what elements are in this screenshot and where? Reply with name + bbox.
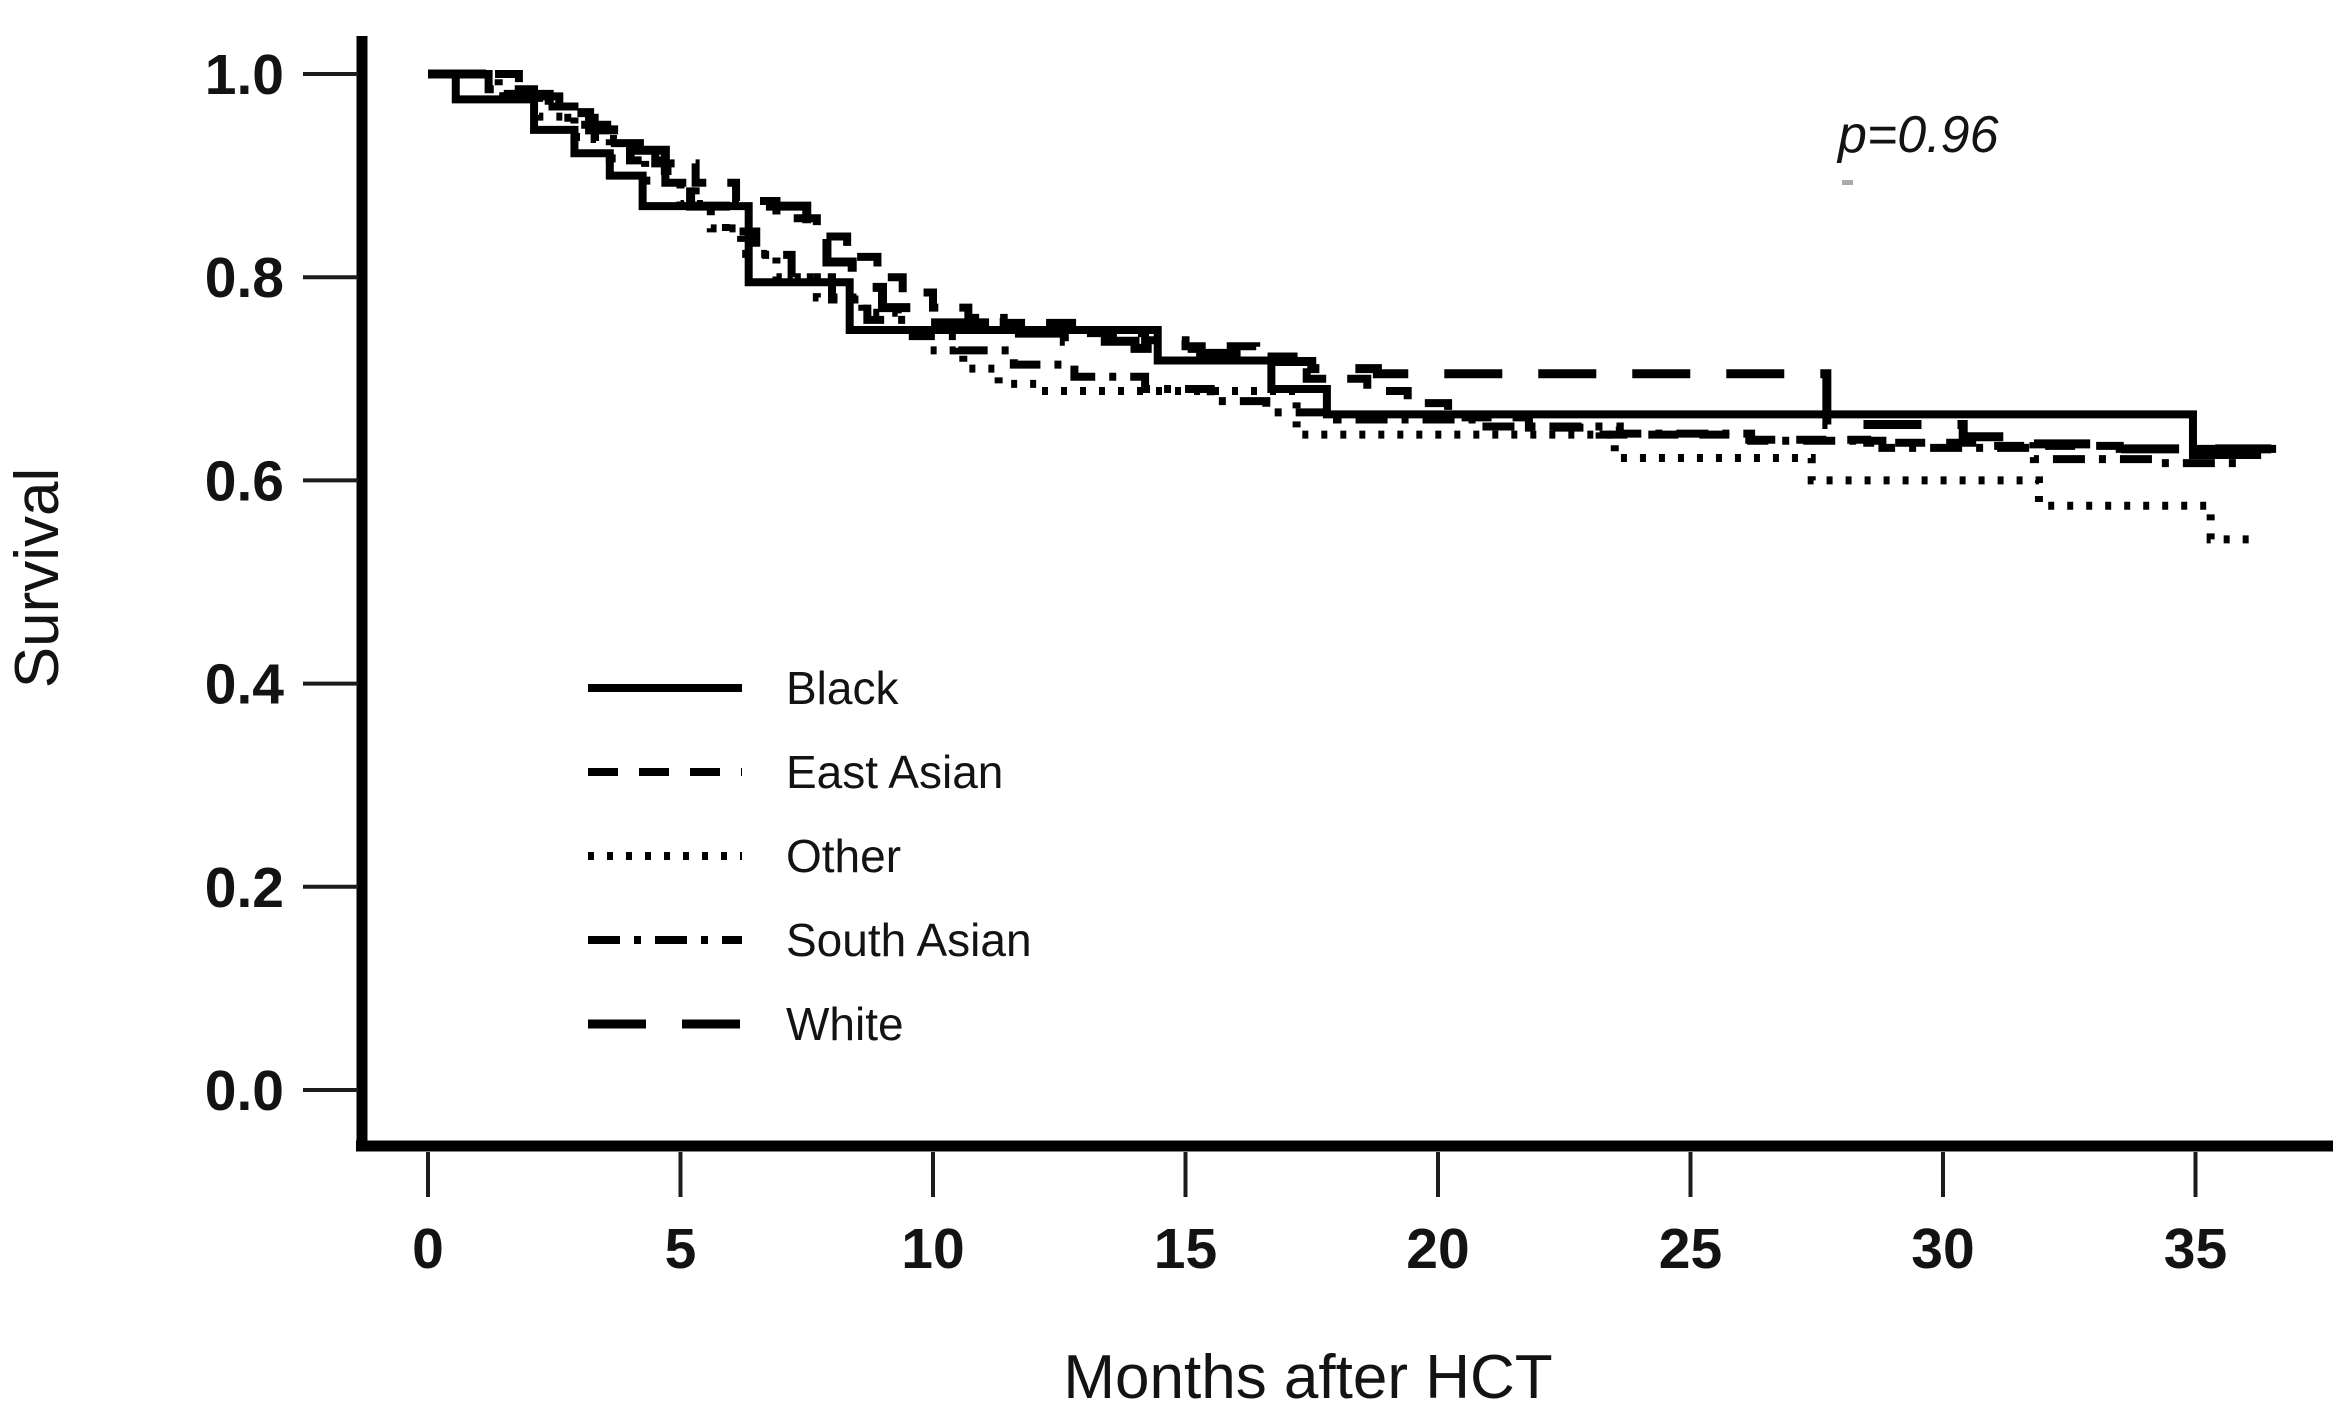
x-tick-label: 10: [901, 1217, 964, 1281]
legend-label-east-asian: East Asian: [786, 746, 1003, 798]
series-white: [428, 69, 2272, 454]
legend-item-other: Other: [588, 830, 901, 882]
survival-curves: [428, 69, 2292, 544]
series-other: [428, 70, 2252, 544]
x-tick-label: 35: [2164, 1217, 2227, 1281]
x-tick-label: 30: [1911, 1217, 1974, 1281]
x-tick-label: 0: [412, 1217, 444, 1281]
y-axis-title: Survival: [3, 468, 72, 689]
legend-item-white: White: [588, 998, 904, 1050]
x-tick-label: 25: [1659, 1217, 1722, 1281]
y-tick-label: 0.2: [205, 856, 284, 920]
axis-ticks: 0 5 10 15 20 25 30 35 1.0 0.8 0.6 0.4 0.2 0.0: [205, 43, 2227, 1281]
legend-item-black: Black: [588, 662, 899, 714]
legend: Black East Asian Other South Asian White: [588, 662, 1032, 1050]
series-south-asian: [428, 70, 2246, 468]
series-black: [428, 70, 2262, 459]
series-east-asian: [428, 70, 2292, 453]
annotation-artifact-dot: [1842, 180, 1853, 185]
y-tick-label: 0.8: [205, 246, 284, 310]
x-tick-label: 15: [1154, 1217, 1217, 1281]
x-axis-title: Months after HCT: [1063, 1343, 1552, 1412]
x-tick-label: 5: [665, 1217, 697, 1281]
legend-item-south-asian: South Asian: [588, 914, 1032, 966]
legend-label-white: White: [786, 998, 904, 1050]
p-value-annotation: p=0.96: [1836, 106, 1999, 164]
y-tick-label: 0.0: [205, 1059, 284, 1123]
legend-label-black: Black: [786, 662, 899, 714]
y-tick-label: 0.4: [205, 653, 285, 717]
y-tick-label: 1.0: [205, 43, 284, 107]
y-tick-label: 0.6: [205, 449, 284, 513]
legend-label-south-asian: South Asian: [786, 914, 1032, 966]
legend-label-other: Other: [786, 830, 901, 882]
legend-item-east-asian: East Asian: [588, 746, 1003, 798]
x-tick-label: 20: [1406, 1217, 1469, 1281]
